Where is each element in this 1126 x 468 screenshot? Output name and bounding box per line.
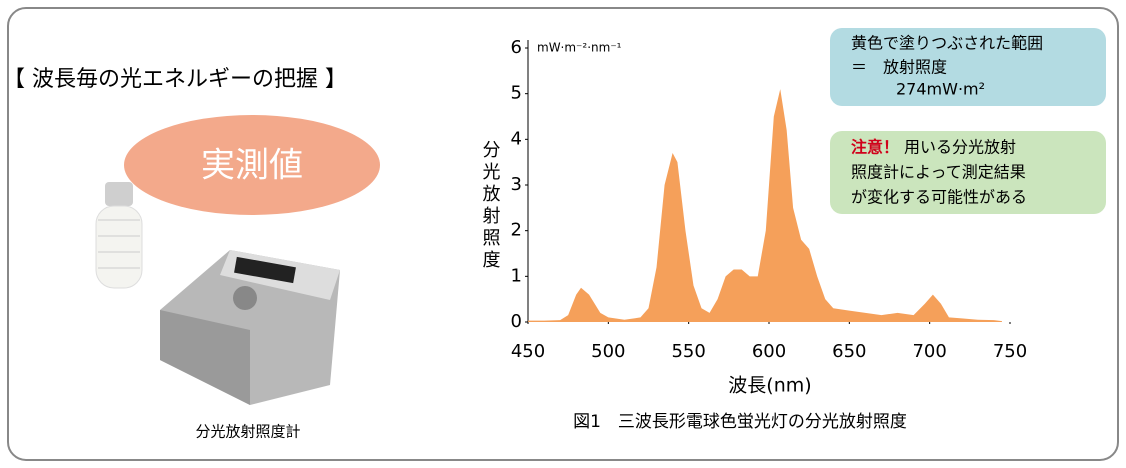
y-tick-label: 3: [511, 174, 522, 195]
y-tick-label: 0: [511, 311, 522, 332]
x-tick-label: 600: [752, 341, 786, 362]
y-unit: mW·m⁻²·nm⁻¹: [537, 41, 622, 55]
y-tick-label: 6: [511, 37, 522, 58]
x-tick-label: 750: [993, 341, 1027, 362]
x-tick-label: 500: [591, 341, 625, 362]
x-tick-label: 650: [832, 341, 866, 362]
device-caption: 分光放射照度計: [195, 423, 300, 441]
note-area-box: [830, 28, 1106, 106]
chart-caption: 図1 三波長形電球色蛍光灯の分光放射照度: [573, 412, 907, 432]
note-line: が変化する可能性がある: [851, 188, 1027, 207]
note-warning-box: [830, 131, 1106, 214]
badge-text: 実測値: [201, 146, 303, 186]
note-line: ＝ 放射照度: [851, 58, 947, 77]
spectrum-area: [528, 89, 1002, 322]
note-line: 照度計によって測定結果: [851, 163, 1026, 182]
y-tick-label: 4: [511, 128, 522, 149]
bulb-icon: [95, 182, 143, 289]
x-tick-label: 550: [671, 341, 705, 362]
header-title: 【 波長毎の光エネルギーの把握 】: [3, 67, 347, 92]
meter-icon: [160, 250, 340, 405]
badge-oval: [124, 115, 380, 215]
note-line: 274mW·m²: [896, 80, 985, 99]
note-line: 用いる分光放射: [904, 138, 1016, 157]
note-line: 黄色で塗りつぶされた範囲: [851, 34, 1043, 53]
warning-emphasis: 注意！: [851, 138, 899, 157]
x-tick-label: 450: [511, 341, 545, 362]
x-axis-title: 波長(nm): [728, 375, 811, 397]
x-tick-label: 700: [912, 341, 946, 362]
y-axis-title: 分光放射照度: [480, 140, 501, 272]
y-tick-label: 1: [511, 265, 522, 286]
y-tick-label: 5: [511, 83, 522, 104]
y-tick-label: 2: [511, 220, 522, 241]
